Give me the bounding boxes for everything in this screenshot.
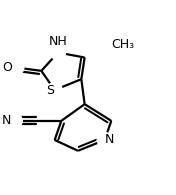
- Text: CH₃: CH₃: [111, 38, 134, 51]
- Circle shape: [100, 37, 115, 52]
- Text: N: N: [105, 133, 114, 146]
- Circle shape: [9, 60, 24, 75]
- Text: O: O: [2, 61, 12, 74]
- Circle shape: [51, 45, 65, 60]
- Circle shape: [97, 132, 112, 147]
- Circle shape: [7, 113, 22, 128]
- Text: S: S: [46, 83, 54, 97]
- Text: NH: NH: [49, 35, 67, 48]
- Text: N: N: [2, 114, 11, 127]
- Circle shape: [47, 82, 62, 98]
